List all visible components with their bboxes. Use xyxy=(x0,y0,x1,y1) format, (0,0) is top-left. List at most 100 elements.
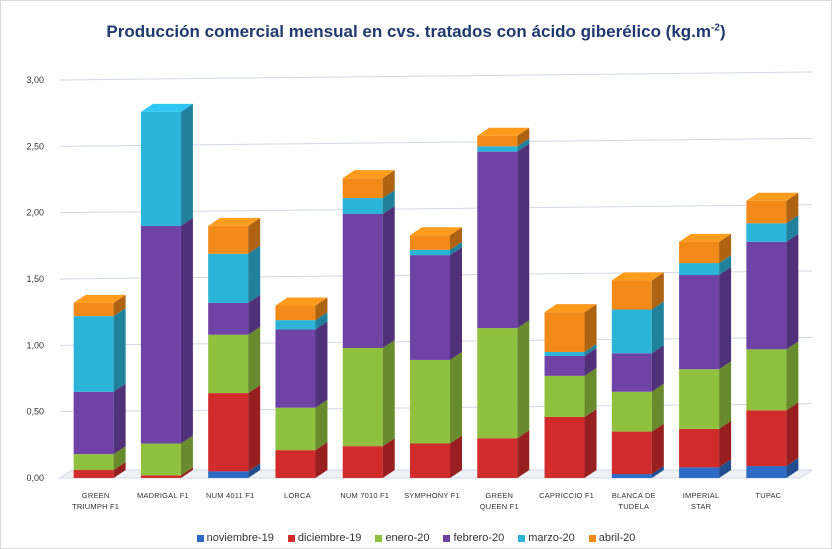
bar-segment xyxy=(544,351,585,356)
legend-item: noviembre-19 xyxy=(196,532,274,544)
bar-segment-top xyxy=(611,272,664,281)
bar-segment xyxy=(544,312,585,352)
bar-stack xyxy=(342,170,395,478)
legend-item: diciembre-19 xyxy=(287,532,362,544)
legend-label: febrero-20 xyxy=(453,532,505,544)
x-category-label: TUPAC xyxy=(755,491,781,500)
bar-segment xyxy=(679,428,720,468)
y-tick-label: 2,00 xyxy=(26,208,44,218)
legend-swatch xyxy=(375,534,383,542)
legend-item: enero-20 xyxy=(375,532,429,544)
bar-segment-side xyxy=(248,463,261,478)
bar-segment xyxy=(611,391,652,432)
bar-segment xyxy=(746,410,787,467)
bar-segment xyxy=(208,302,249,335)
x-category-label: BLANCA DE xyxy=(612,491,656,500)
bar-stack xyxy=(275,297,328,478)
bar-segment-side xyxy=(248,217,261,254)
bar-segment-side xyxy=(786,192,799,224)
bar-segment xyxy=(611,309,652,354)
bar-segment xyxy=(73,391,114,455)
legend-swatch xyxy=(196,534,204,542)
bar-segment xyxy=(477,438,518,478)
x-category-label: TUDELA xyxy=(618,502,649,511)
bar-segment-side xyxy=(584,408,597,478)
bar-segment xyxy=(477,135,518,147)
x-category-label: GREEN xyxy=(82,491,110,500)
x-axis: GREEN TRIUMPH F1 MADRIGAL F1 NUM 4011 F1 LOR… xyxy=(72,491,781,511)
bar-segment xyxy=(342,446,383,478)
bar-segment-side xyxy=(450,227,462,250)
bar-segment-side xyxy=(180,467,193,478)
bar-segment-side xyxy=(113,462,126,478)
y-tick-label: 3,00 xyxy=(26,75,44,85)
bar-segment-side xyxy=(517,430,530,478)
bar-segment-side xyxy=(180,103,193,226)
bar-segment-side xyxy=(719,459,732,478)
bar-segment-side xyxy=(584,304,597,352)
bar-segment-side xyxy=(584,347,597,376)
bar-segment xyxy=(679,369,720,429)
bar-segment xyxy=(611,353,652,392)
bar-stack xyxy=(477,127,530,478)
bar-segment xyxy=(140,111,181,226)
bar-segment xyxy=(140,443,181,476)
bar-segment-side xyxy=(786,458,799,478)
bar-segment xyxy=(746,466,787,478)
y-tick-label: 1,00 xyxy=(26,340,44,350)
bar-segment-side xyxy=(786,341,799,411)
y-tick-label: 0,50 xyxy=(26,407,44,417)
bar-segment-side xyxy=(248,326,261,394)
bar-segment-side xyxy=(315,442,328,478)
bar-segment-side xyxy=(113,294,126,317)
bar-segment xyxy=(275,320,316,330)
bar-segment-top xyxy=(679,233,732,242)
bar-segment-top xyxy=(275,297,328,306)
bar-segment-side xyxy=(450,241,462,256)
bar-segment-side xyxy=(382,170,395,199)
bar-segment xyxy=(611,431,652,475)
bar-segment-side xyxy=(651,301,664,354)
bar-segment-side xyxy=(315,399,328,451)
bar-segment-side xyxy=(651,383,664,432)
bar-segment-side xyxy=(382,205,395,348)
bar-segment-side xyxy=(517,143,530,329)
chart-title-superscript: -2 xyxy=(711,22,720,34)
y-axis: 0,00 0,50 1,00 1,50 2,00 2,50 3,00 xyxy=(26,75,44,483)
bar-segment xyxy=(275,450,316,478)
legend-item: marzo-20 xyxy=(518,532,575,544)
bar-segment xyxy=(342,178,383,199)
bar-segment-top xyxy=(410,227,462,236)
bar-segment-side xyxy=(517,127,530,147)
bar-segment-side xyxy=(719,233,732,264)
chart-title: Producción comercial mensual en cvs. tra… xyxy=(0,22,832,42)
bar-segment xyxy=(679,275,720,370)
bar-segment-side xyxy=(786,233,799,350)
bar-segment-side xyxy=(719,255,732,276)
bar-segment xyxy=(275,329,316,408)
legend-swatch xyxy=(287,534,295,542)
bar-segment xyxy=(342,213,383,348)
bar-segment xyxy=(679,467,720,478)
bars xyxy=(73,103,799,478)
bar-segment xyxy=(679,241,720,264)
x-category-label: GREEN xyxy=(485,491,513,500)
x-category-label: SYMPHONY F1 xyxy=(404,491,460,500)
chart-title-close: ) xyxy=(719,22,726,41)
bar-segment-top xyxy=(477,127,530,136)
bar-segment-side xyxy=(315,312,328,330)
legend-swatch xyxy=(518,534,526,542)
bar-segment-side xyxy=(719,420,732,468)
bar-segment xyxy=(544,375,585,417)
bar-segment xyxy=(410,443,450,478)
bar-segment xyxy=(73,470,114,478)
bar-segment xyxy=(611,280,652,310)
bar-segment-side xyxy=(651,345,664,392)
bar-segment-side xyxy=(113,446,126,471)
bar-segment-side xyxy=(517,138,530,152)
legend-label: diciembre-19 xyxy=(297,532,362,544)
legend-swatch xyxy=(443,534,451,542)
bar-segment-side xyxy=(517,320,530,439)
bar-segment xyxy=(73,454,114,471)
bar-segment xyxy=(746,223,787,242)
